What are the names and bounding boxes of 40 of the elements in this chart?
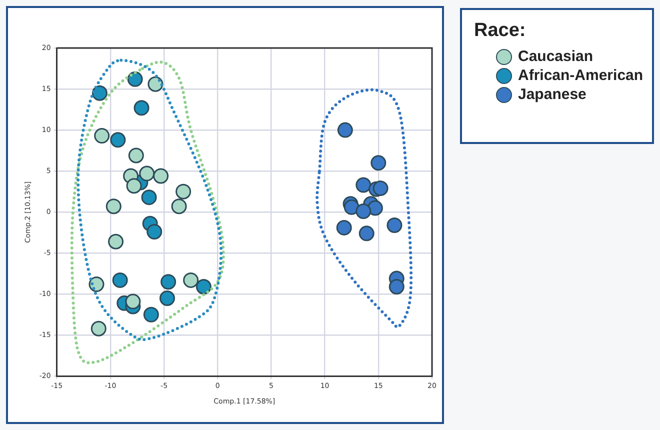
legend-label: African-American [518,67,644,84]
point [143,306,159,322]
point [134,100,150,116]
point [128,148,144,164]
point [92,85,108,101]
point [90,320,106,336]
point [127,71,143,87]
point [183,272,199,288]
legend-title: Race: [474,20,527,42]
point [176,184,192,200]
point [356,177,372,193]
point [106,198,122,214]
legend-label: Japanese [518,86,586,103]
point [94,128,110,144]
point [88,276,104,292]
point [336,220,352,236]
point [386,217,402,233]
point [141,190,157,206]
point [367,200,383,216]
point [110,132,126,148]
point [139,166,155,182]
point [153,168,169,184]
point [372,180,388,196]
point [196,279,212,295]
point [344,199,360,215]
legend-label: Caucasian [518,48,594,65]
point [388,279,404,295]
point [160,274,176,290]
point [112,272,128,288]
point [146,224,162,240]
point [126,178,142,194]
point [356,204,372,220]
point [159,290,175,306]
point [337,122,353,138]
point [171,198,187,214]
point [358,226,374,242]
point [148,76,164,92]
point [125,294,141,310]
point [370,155,386,171]
point [108,234,124,250]
